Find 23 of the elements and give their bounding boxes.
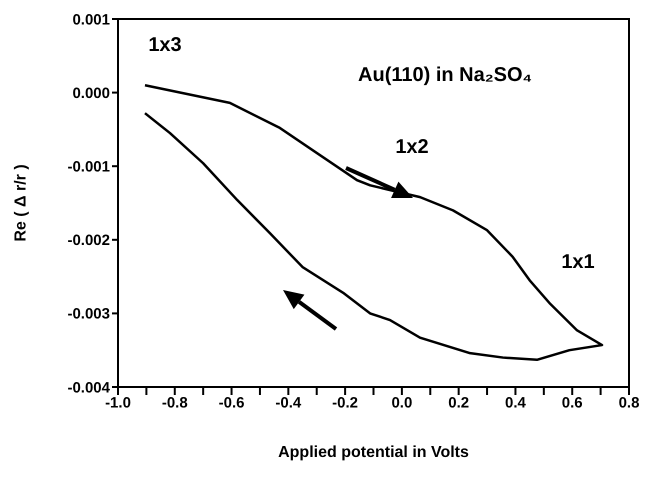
x-axis-title: Applied potential in Volts xyxy=(278,444,470,461)
x-tick-label: -0.4 xyxy=(275,394,302,412)
x-tick-label: -1.0 xyxy=(105,394,131,412)
x-tick-label: -0.2 xyxy=(332,394,358,412)
x-tick-label: 0.2 xyxy=(448,394,470,412)
x-tick-label: -0.8 xyxy=(162,394,188,412)
x-tick-label: -0.6 xyxy=(218,394,244,412)
x-tick-label: 0.8 xyxy=(618,394,640,412)
x-tick-label: 0.6 xyxy=(562,394,583,412)
annotation: 1x2 xyxy=(395,136,429,158)
y-axis-title: Re ( Δ r/r ) xyxy=(12,164,30,242)
line-series xyxy=(144,84,604,362)
y-tick-label: -0.001 xyxy=(67,158,110,176)
x-tick-label: 0.4 xyxy=(505,394,527,412)
annotation: 1x3 xyxy=(148,34,182,56)
x-tick-label: 0.0 xyxy=(391,394,412,412)
y-tick-label: -0.004 xyxy=(67,379,111,396)
annotation: 1x1 xyxy=(561,251,595,273)
y-tick-label: 0.000 xyxy=(72,84,110,102)
y-tick-label: -0.002 xyxy=(67,232,110,250)
y-tick-label: -0.003 xyxy=(67,306,110,323)
y-tick-label: 0.001 xyxy=(72,11,110,28)
text: Au(110) in Na₂SO₄ xyxy=(358,64,532,86)
